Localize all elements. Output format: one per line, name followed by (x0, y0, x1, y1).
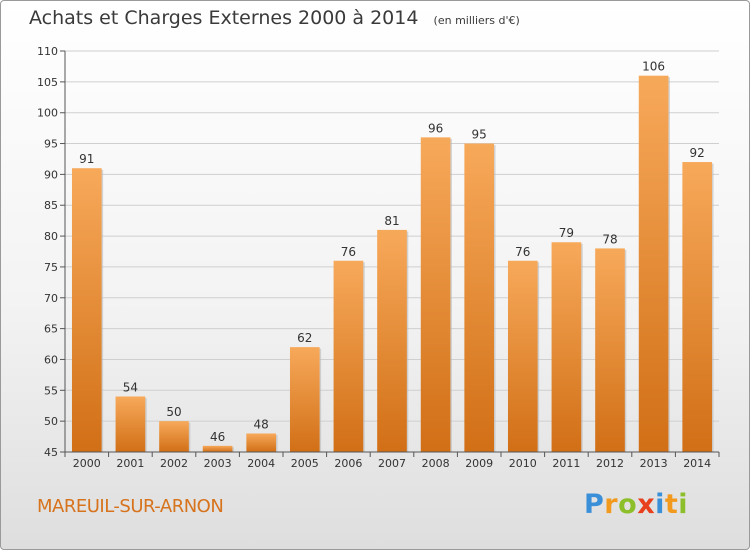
y-tick-label: 45 (44, 446, 58, 459)
bar (638, 75, 669, 452)
y-tick-label: 55 (44, 384, 58, 397)
logo-letter: i (655, 489, 665, 520)
proxiti-logo: Proxiti (584, 489, 688, 520)
x-tick-label: 2009 (465, 457, 493, 470)
logo-letter: o (618, 489, 638, 520)
x-tick-label: 2012 (596, 457, 624, 470)
chart-unit: (en milliers d'€) (433, 14, 520, 27)
logo-letter: x (637, 489, 656, 520)
bar (377, 229, 407, 452)
data-label: 78 (602, 232, 617, 246)
logo-letter: P (584, 489, 605, 520)
data-labels: 91 54 50 46 48 62 76 81 96 95 76 79 78 106 92 (79, 60, 705, 444)
x-tick-label: 2011 (552, 457, 580, 470)
y-tick-label: 75 (44, 261, 58, 274)
x-tick-label: 2014 (683, 457, 711, 470)
data-label: 96 (428, 121, 443, 135)
bar (682, 162, 713, 453)
logo-letter: r (604, 489, 619, 520)
x-tick-label: 2004 (247, 457, 275, 470)
bar (202, 445, 233, 452)
x-tick-label: 2001 (116, 457, 144, 470)
y-tick-label: 110 (37, 45, 58, 58)
bar (246, 433, 277, 452)
y-tick-label: 90 (44, 168, 58, 181)
data-label: 81 (384, 214, 399, 228)
x-tick-label: 2008 (422, 457, 450, 470)
y-tick-label: 65 (44, 323, 58, 336)
y-tick-label: 60 (44, 353, 58, 366)
y-tick-label: 100 (37, 107, 58, 120)
x-tick-label: 2013 (640, 457, 668, 470)
x-tick-label: 2007 (378, 457, 406, 470)
data-label: 76 (515, 245, 530, 259)
bar (115, 396, 146, 452)
bar (595, 248, 625, 452)
logo-letter: i (678, 489, 689, 520)
y-tick-label: 105 (37, 76, 58, 89)
data-label: 46 (210, 430, 225, 444)
place-name: MAREUIL-SUR-ARNON (37, 496, 224, 517)
bar (464, 143, 495, 453)
y-tick-label: 70 (44, 292, 58, 305)
bar (71, 168, 102, 452)
bars (71, 75, 714, 453)
x-tick-label: 2010 (509, 457, 537, 470)
y-tick-label: 85 (44, 199, 58, 212)
y-tick-label: 95 (44, 138, 58, 151)
data-label: 92 (690, 146, 705, 160)
data-label: 62 (297, 331, 312, 345)
y-tick-label: 80 (44, 230, 58, 243)
data-label: 79 (559, 226, 574, 240)
data-label: 91 (79, 152, 94, 166)
bar (289, 347, 320, 452)
bar (420, 137, 451, 452)
data-label: 54 (123, 380, 138, 394)
bar (159, 421, 189, 452)
logo-letter: t (664, 489, 679, 520)
bar (551, 242, 582, 452)
data-label: 48 (254, 417, 269, 431)
x-tick-label: 2003 (204, 457, 232, 470)
data-label: 76 (341, 245, 356, 259)
data-label: 106 (642, 60, 665, 74)
bar (333, 260, 364, 452)
chart-header: Achats et Charges Externes 2000 à 2014 (… (29, 7, 520, 29)
y-tick-label: 50 (44, 415, 58, 428)
data-label: 95 (472, 128, 487, 142)
chart-title: Achats et Charges Externes 2000 à 2014 (29, 7, 419, 29)
x-tick-label: 2006 (334, 457, 362, 470)
data-label: 50 (166, 405, 181, 419)
bar (507, 260, 538, 452)
x-tick-label: 2000 (73, 457, 101, 470)
axes: 45 50 55 60 65 70 75 80 85 90 95 100 105 110 2000 2001 2… (37, 45, 720, 470)
x-tick-label: 2005 (291, 457, 319, 470)
x-tick-label: 2002 (160, 457, 188, 470)
